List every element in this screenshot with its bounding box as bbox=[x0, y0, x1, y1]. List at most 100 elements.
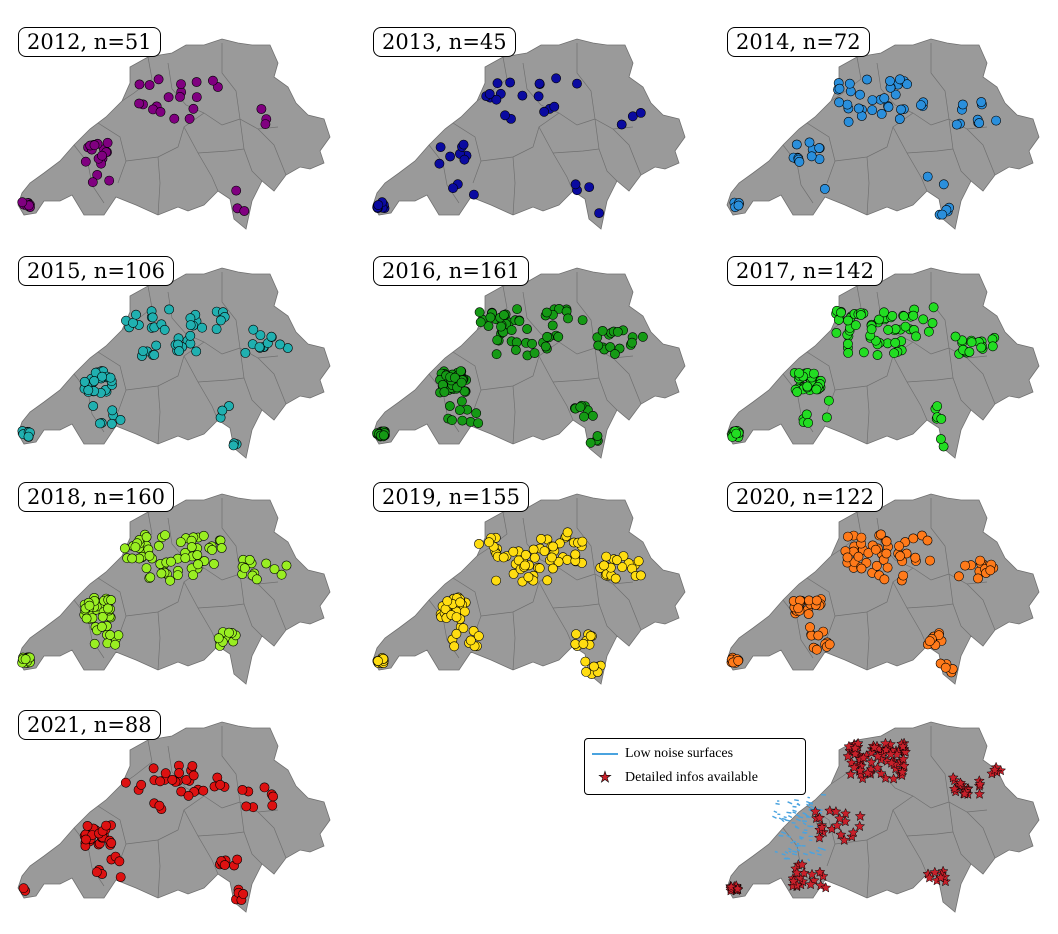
location-point bbox=[445, 151, 455, 162]
location-point bbox=[836, 307, 846, 318]
canton-border bbox=[552, 148, 600, 154]
canton-border bbox=[966, 811, 996, 859]
location-point bbox=[633, 556, 644, 566]
location-point bbox=[175, 92, 185, 102]
location-point bbox=[551, 73, 561, 84]
low-noise-surface bbox=[798, 816, 804, 819]
detailed-info-star bbox=[814, 866, 826, 877]
location-point bbox=[932, 401, 943, 411]
location-point bbox=[97, 611, 108, 622]
detailed-info-star bbox=[830, 805, 842, 817]
location-point bbox=[973, 573, 983, 584]
location-point bbox=[191, 77, 202, 87]
location-point bbox=[89, 638, 100, 649]
location-point bbox=[80, 156, 91, 167]
location-point bbox=[106, 418, 117, 429]
location-point bbox=[191, 346, 202, 357]
location-point bbox=[563, 313, 573, 324]
location-point bbox=[136, 779, 147, 790]
location-point bbox=[147, 312, 158, 323]
panel-title-2014: 2014, n=72 bbox=[727, 27, 870, 57]
location-point bbox=[599, 560, 609, 571]
location-point bbox=[937, 209, 948, 220]
map-2016 bbox=[372, 267, 686, 459]
location-point bbox=[794, 368, 804, 378]
location-point bbox=[580, 656, 591, 667]
location-point bbox=[155, 776, 165, 787]
location-point bbox=[119, 543, 130, 554]
location-point bbox=[594, 208, 604, 218]
location-point bbox=[927, 318, 938, 328]
detailed-info-star bbox=[974, 778, 986, 790]
location-point bbox=[616, 119, 627, 130]
detailed-info-star bbox=[731, 883, 744, 894]
low-noise-surface bbox=[807, 858, 811, 862]
location-point bbox=[465, 635, 476, 646]
location-point bbox=[540, 341, 551, 352]
location-point bbox=[911, 331, 921, 342]
canton-border bbox=[97, 805, 127, 867]
location-point bbox=[115, 872, 126, 882]
location-point bbox=[987, 341, 998, 352]
location-point bbox=[266, 331, 277, 342]
location-point bbox=[184, 113, 195, 124]
location-point bbox=[97, 371, 107, 382]
location-point bbox=[548, 541, 558, 552]
location-point bbox=[803, 417, 813, 428]
location-point bbox=[17, 197, 28, 208]
location-point bbox=[811, 595, 822, 606]
location-point bbox=[491, 349, 502, 360]
location-point bbox=[104, 175, 115, 186]
detailed-info-star bbox=[854, 820, 866, 832]
canton-border bbox=[594, 118, 618, 182]
panel-title-2012: 2012, n=51 bbox=[18, 27, 161, 57]
location-point bbox=[176, 79, 186, 89]
low-noise-surface bbox=[786, 811, 792, 814]
canton-border bbox=[948, 347, 972, 411]
location-point bbox=[957, 99, 968, 110]
detailed-info-star bbox=[885, 757, 898, 768]
detailed-info-star bbox=[854, 810, 866, 822]
location-point bbox=[491, 94, 502, 105]
location-point bbox=[966, 337, 977, 348]
location-point bbox=[188, 770, 199, 781]
location-point bbox=[240, 348, 251, 358]
location-point bbox=[103, 603, 113, 614]
location-point bbox=[484, 537, 494, 548]
canton-border bbox=[576, 498, 634, 585]
location-point bbox=[974, 118, 985, 128]
panel-title-2015: 2015, n=106 bbox=[18, 256, 174, 286]
low-noise-surface bbox=[783, 816, 787, 819]
location-point bbox=[164, 304, 174, 315]
legend-item-low-noise: Low noise surfaces bbox=[585, 744, 733, 764]
detailed-info-star bbox=[813, 832, 826, 843]
detailed-info-star bbox=[796, 858, 808, 870]
location-point bbox=[553, 556, 564, 567]
canton-border bbox=[966, 128, 996, 176]
detailed-info-star bbox=[923, 872, 936, 883]
location-point bbox=[197, 322, 207, 333]
location-point bbox=[856, 563, 867, 574]
detailed-info-star bbox=[862, 767, 874, 778]
location-point bbox=[82, 821, 93, 831]
location-point bbox=[529, 552, 540, 563]
detailed-info-star bbox=[838, 834, 850, 846]
location-point bbox=[617, 562, 628, 572]
line-swatch-icon bbox=[592, 753, 618, 755]
panel-title-2017: 2017, n=142 bbox=[727, 256, 883, 286]
location-point bbox=[985, 565, 996, 576]
location-point bbox=[824, 639, 835, 650]
location-point bbox=[239, 563, 250, 574]
panel-title-2020: 2020, n=122 bbox=[727, 482, 883, 512]
detailed-info-star bbox=[843, 740, 855, 752]
location-point bbox=[791, 139, 802, 150]
location-point bbox=[141, 563, 152, 573]
location-point bbox=[97, 150, 107, 161]
location-point bbox=[261, 558, 272, 569]
canton-border bbox=[594, 347, 618, 411]
location-point bbox=[153, 541, 164, 551]
location-point bbox=[853, 103, 864, 114]
location-point bbox=[259, 782, 270, 793]
low-noise-surface bbox=[796, 848, 801, 852]
location-point bbox=[855, 310, 866, 320]
